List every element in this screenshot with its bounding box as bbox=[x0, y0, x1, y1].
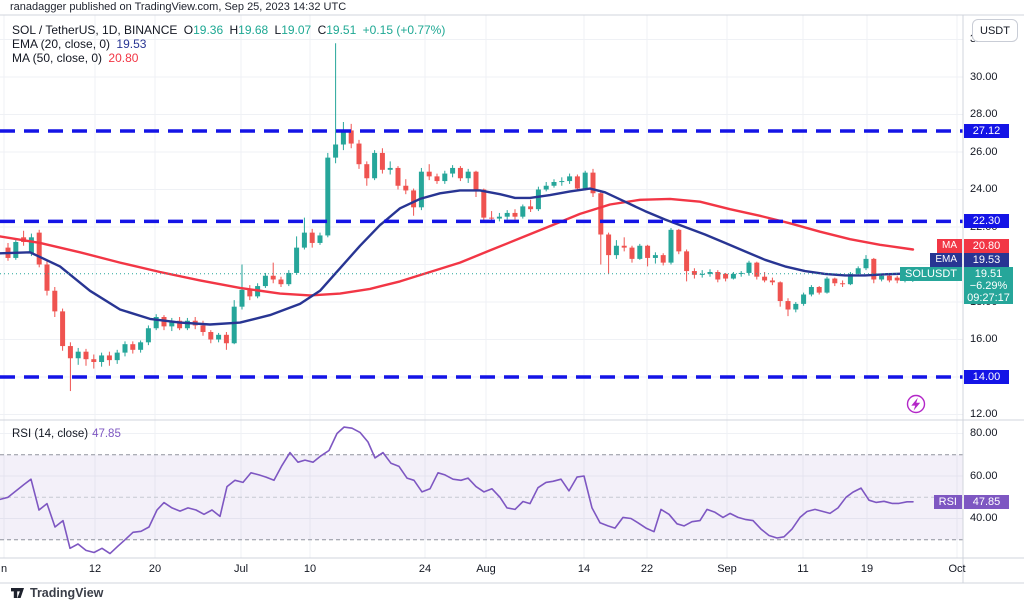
level-price-label: 27.12 bbox=[964, 124, 1009, 138]
price-axis-tick: 24.00 bbox=[970, 183, 998, 195]
time-axis-tick: Jul bbox=[233, 563, 249, 575]
rsi-value: 47.85 bbox=[92, 428, 121, 440]
rsi-label: RSI (14, close) bbox=[12, 428, 89, 440]
rsi-legend[interactable]: RSI (14, close) 47.85 bbox=[12, 428, 121, 440]
currency-toggle-button[interactable]: USDT bbox=[972, 19, 1018, 42]
time-axis-tick: 12 bbox=[88, 563, 102, 575]
price-axis-tick: 26.00 bbox=[970, 145, 998, 158]
time-axis-tick: 14 bbox=[577, 563, 591, 575]
rsi-axis-tag: RSI bbox=[933, 494, 962, 509]
ema-axis-tag: EMA bbox=[930, 252, 962, 267]
close-label: C bbox=[317, 23, 327, 37]
legend-ma-row[interactable]: MA (50, close, 0) 20.80 bbox=[12, 51, 448, 65]
time-axis-tick: 11 bbox=[797, 563, 809, 575]
change-percent: −6.29% bbox=[969, 279, 1008, 292]
alert-lightning-icon[interactable] bbox=[906, 394, 926, 414]
last-price: 19.51 bbox=[974, 267, 1003, 280]
symbol-legend: SOL / TetherUS, 1D, BINANCE O19.36 H19.6… bbox=[12, 23, 448, 65]
price-axis-tick: 60.00 bbox=[970, 469, 998, 482]
price-axis-tick: 16.00 bbox=[970, 333, 998, 345]
ma-label: MA (50, close, 0) bbox=[12, 51, 103, 65]
time-axis-tick: Sep bbox=[717, 563, 737, 575]
level-price-label: 22.30 bbox=[964, 214, 1009, 229]
ma-axis-tag: MA bbox=[937, 238, 962, 253]
change-value: +0.15 (+0.77%) bbox=[362, 23, 446, 37]
legend-symbol-row[interactable]: SOL / TetherUS, 1D, BINANCE O19.36 H19.6… bbox=[12, 23, 448, 37]
price-axis-tick: 30.00 bbox=[970, 70, 998, 83]
price-axis-tick: 40.00 bbox=[970, 512, 998, 524]
low-label: L bbox=[274, 23, 282, 37]
tradingview-brand-text: TradingView bbox=[30, 586, 104, 600]
time-axis-tick: Aug bbox=[476, 563, 496, 575]
high-value: 19.68 bbox=[238, 23, 269, 37]
high-label: H bbox=[229, 23, 239, 37]
time-axis-tick: 19 bbox=[860, 563, 874, 575]
tradingview-brand-link[interactable]: TradingView bbox=[10, 586, 103, 600]
ema-label: EMA (20, close, 0) bbox=[12, 37, 111, 51]
ma-axis-value: 20.80 bbox=[964, 238, 1009, 253]
legend-ema-row[interactable]: EMA (20, close, 0) 19.53 bbox=[12, 37, 448, 51]
symbol-axis-tag: SOLUSDT bbox=[900, 266, 962, 281]
attribution-text: ranadagger published on TradingView.com,… bbox=[10, 1, 347, 13]
time-axis-tick: 10 bbox=[303, 563, 317, 575]
close-value: 19.51 bbox=[326, 23, 357, 37]
ma-value: 20.80 bbox=[108, 51, 139, 65]
open-value: 19.36 bbox=[193, 23, 224, 37]
low-value: 19.07 bbox=[281, 23, 312, 37]
time-axis-tick: n bbox=[0, 563, 8, 575]
price-axis-tick: 12.00 bbox=[970, 408, 998, 420]
ema-axis-value: 19.53 bbox=[964, 252, 1009, 267]
time-axis-tick: 24 bbox=[418, 563, 432, 575]
bar-countdown: 09:27:17 bbox=[967, 291, 1010, 304]
last-price-axis-label: 19.51 −6.29% 09:27:17 bbox=[964, 266, 1013, 304]
ema-value: 19.53 bbox=[116, 37, 147, 51]
rsi-axis-value: 47.85 bbox=[964, 494, 1009, 509]
level-price-label: 14.00 bbox=[964, 370, 1009, 384]
time-axis-tick: 20 bbox=[148, 563, 162, 575]
tradingview-logo-icon bbox=[11, 588, 24, 598]
time-axis-tick: 22 bbox=[640, 563, 654, 575]
open-label: O bbox=[183, 23, 194, 37]
price-axis-tick: 28.00 bbox=[970, 108, 998, 120]
symbol-title: SOL / TetherUS, 1D, BINANCE bbox=[12, 23, 178, 37]
price-axis-tick: 80.00 bbox=[970, 427, 998, 439]
time-axis-tick: Oct bbox=[948, 563, 966, 575]
